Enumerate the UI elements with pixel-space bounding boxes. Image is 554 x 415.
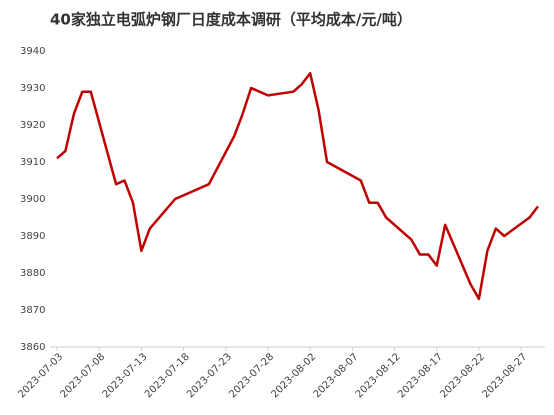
chart-title: 40家独立电弧炉钢厂日度成本调研（平均成本/元/吨） bbox=[50, 11, 412, 29]
line bbox=[56, 71, 539, 301]
y-tick-label: 3930 bbox=[20, 83, 45, 94]
y-tick-label: 3910 bbox=[20, 157, 45, 168]
y-tick-label: 3880 bbox=[20, 268, 45, 279]
y-tick-label: 3900 bbox=[20, 194, 45, 205]
y-tick-label: 3920 bbox=[20, 120, 45, 131]
y-tick-label: 3860 bbox=[20, 342, 45, 353]
y-tick-label: 3870 bbox=[20, 305, 45, 316]
y-tick-label: 3940 bbox=[20, 46, 45, 57]
y-tick-label: 3890 bbox=[20, 231, 45, 242]
x-tick-label: 2023-08-27 bbox=[480, 351, 529, 400]
